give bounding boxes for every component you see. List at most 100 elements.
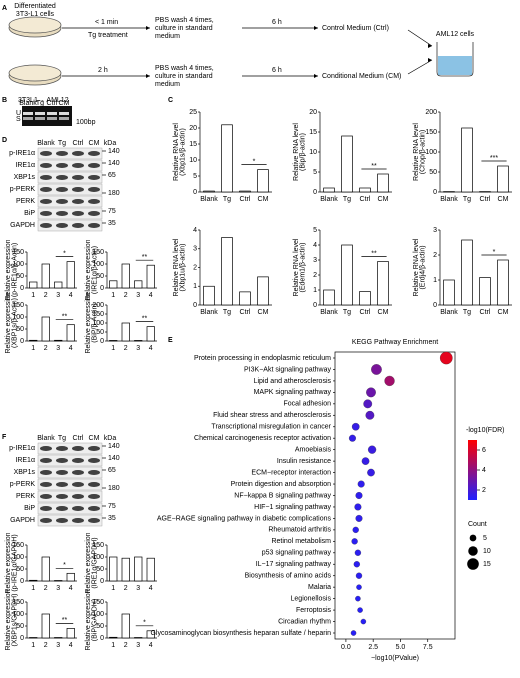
blot-band	[56, 211, 68, 216]
blot-band	[72, 470, 84, 475]
blot-band	[40, 482, 52, 487]
y-tick-label: 1	[313, 287, 317, 294]
x-tick-label: 2	[44, 585, 48, 592]
bar	[222, 125, 233, 192]
panel-label: C	[168, 97, 173, 104]
x-tick-label: Tg	[463, 309, 471, 316]
wash-text: PBS wash 4 times,	[155, 17, 214, 24]
blot-band	[40, 187, 52, 192]
bar	[110, 637, 118, 638]
panel-label: A	[2, 5, 7, 12]
y-tick-label: 50	[429, 169, 437, 176]
bar	[67, 628, 75, 638]
y-tick-label: Rheumatoid arthritis	[268, 527, 331, 534]
arrow-head	[314, 26, 318, 30]
kda-label: 140	[108, 455, 120, 462]
blot-band	[72, 518, 84, 523]
y-axis-label: (Xbp1u/β-actin)	[179, 244, 186, 292]
band	[35, 112, 45, 115]
lane-label: Blank	[37, 140, 55, 147]
band-label: S	[16, 116, 21, 123]
bar	[42, 317, 50, 341]
y-tick-label: 0	[193, 302, 197, 309]
significance-label: **	[371, 250, 377, 257]
y-tick-label: Circadian rhythm	[278, 618, 331, 625]
blot-band	[72, 199, 84, 204]
blot-band	[88, 446, 100, 451]
blot-band	[88, 187, 100, 192]
bar	[135, 281, 143, 288]
bar	[444, 280, 455, 305]
bar	[42, 614, 50, 638]
bar	[258, 277, 269, 305]
plot-frame	[335, 352, 455, 639]
blot-band	[40, 163, 52, 168]
size-legend-label: 10	[483, 548, 491, 555]
significance-label: *	[493, 249, 496, 256]
panel-label: B	[2, 97, 7, 104]
y-axis-label: (Edem1/β-actin)	[299, 243, 306, 293]
y-tick-label: 10	[309, 149, 317, 156]
bar	[67, 325, 75, 341]
dot	[385, 376, 395, 386]
color-legend-title: -log10(FDR)	[466, 427, 505, 434]
blot-band	[56, 482, 68, 487]
x-tick-label: 3	[136, 292, 140, 299]
protein-label: p-PERK	[10, 481, 36, 488]
chart-title: KEGG Pathway Enrichment	[352, 339, 438, 346]
dish-rim	[9, 65, 61, 81]
x-tick-label: Tg	[343, 196, 351, 203]
bar	[204, 286, 215, 305]
wash-text: medium	[155, 33, 180, 40]
blot-band	[56, 458, 68, 463]
blot-band	[56, 199, 68, 204]
x-tick-label: 2	[44, 642, 48, 649]
x-tick-label: Tg	[223, 196, 231, 203]
dot	[355, 550, 361, 556]
x-tick-label: CM	[378, 196, 389, 203]
blot-band	[88, 494, 100, 499]
x-tick-label: Blank	[440, 196, 458, 203]
protein-label: p-IRE1α	[9, 150, 35, 157]
y-axis-label: (p-IRE1α/GAPDH)	[11, 534, 18, 591]
arrow	[408, 60, 432, 74]
x-tick-label: 4	[69, 642, 73, 649]
source-text: 3T3-L1 cells	[16, 11, 55, 18]
lane-label: Blank	[37, 435, 55, 442]
significance-label: *	[143, 620, 146, 627]
x-tick-label: 2	[124, 642, 128, 649]
band	[47, 117, 57, 120]
blot-band	[72, 187, 84, 192]
protein-label: XBP1s	[14, 469, 36, 476]
blot-band	[72, 211, 84, 216]
x-tick-label: Blank	[320, 196, 338, 203]
panel-label: E	[168, 337, 173, 344]
panel-label: F	[2, 434, 7, 441]
kda-label: 75	[108, 503, 116, 510]
blot-band	[88, 175, 100, 180]
blot-band	[72, 163, 84, 168]
dot	[367, 469, 374, 476]
lane-label: Tg	[58, 435, 66, 442]
y-tick-label: 0	[193, 189, 197, 196]
dot	[363, 400, 371, 408]
bar	[498, 260, 509, 305]
x-tick-label: CM	[258, 196, 269, 203]
blot-band	[72, 151, 84, 156]
protein-label: PERK	[16, 493, 35, 500]
bar	[42, 557, 50, 581]
x-tick-label: 3	[56, 642, 60, 649]
bar	[55, 282, 63, 288]
blot-band	[88, 470, 100, 475]
y-tick-label: 0	[433, 302, 437, 309]
significance-label: **	[371, 163, 377, 170]
y-tick-label: 4	[193, 227, 197, 234]
bar	[360, 188, 371, 192]
bar	[135, 340, 143, 341]
blot-band	[88, 211, 100, 216]
dot	[354, 561, 360, 567]
bar	[240, 191, 251, 192]
y-tick-label: 0	[20, 338, 24, 345]
bar	[204, 191, 215, 192]
y-tick-label: 5	[193, 173, 197, 180]
